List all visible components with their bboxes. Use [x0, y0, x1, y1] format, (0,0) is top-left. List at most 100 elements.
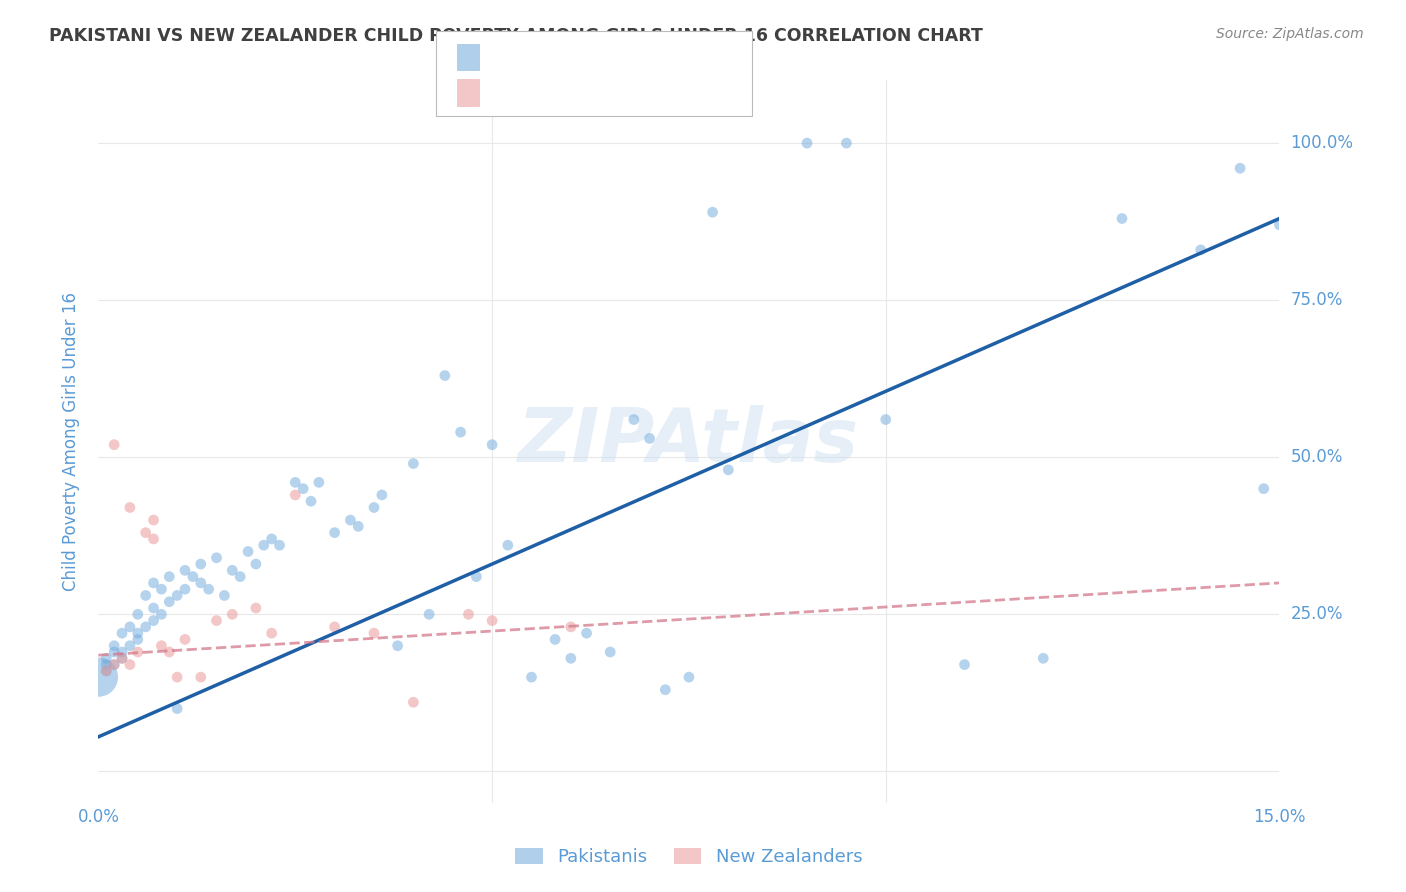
- Point: [299, 494, 322, 508]
- Point: [181, 569, 204, 583]
- Point: [127, 632, 149, 647]
- Point: [323, 620, 346, 634]
- Point: [269, 538, 291, 552]
- Point: [292, 482, 315, 496]
- Point: [599, 645, 621, 659]
- Point: [245, 601, 267, 615]
- Point: [157, 569, 180, 583]
- Point: [135, 525, 157, 540]
- Point: [142, 575, 165, 590]
- Point: [284, 488, 307, 502]
- Text: 0.683: 0.683: [524, 48, 582, 66]
- Point: [953, 657, 976, 672]
- Point: [214, 589, 236, 603]
- Point: [221, 563, 243, 577]
- Text: 26: 26: [621, 84, 647, 102]
- Point: [387, 639, 409, 653]
- Point: [1111, 211, 1133, 226]
- Point: [221, 607, 243, 622]
- Point: [103, 438, 125, 452]
- Point: [157, 595, 180, 609]
- Text: R =: R =: [489, 48, 529, 66]
- Point: [560, 620, 582, 634]
- Point: [496, 538, 519, 552]
- Text: N =: N =: [588, 84, 627, 102]
- Point: [347, 519, 370, 533]
- Point: [457, 607, 479, 622]
- Point: [142, 513, 165, 527]
- Point: [678, 670, 700, 684]
- Point: [363, 626, 385, 640]
- Point: [190, 670, 212, 684]
- Point: [717, 463, 740, 477]
- Text: 0.135: 0.135: [524, 84, 581, 102]
- Point: [103, 645, 125, 659]
- Point: [544, 632, 567, 647]
- Text: 50.0%: 50.0%: [1291, 449, 1343, 467]
- Point: [1268, 218, 1291, 232]
- Point: [157, 645, 180, 659]
- Point: [166, 589, 188, 603]
- Point: [450, 425, 472, 439]
- Point: [481, 614, 503, 628]
- Point: [402, 695, 425, 709]
- Point: [363, 500, 385, 515]
- Point: [103, 639, 125, 653]
- Point: [1189, 243, 1212, 257]
- Point: [118, 639, 141, 653]
- Point: [253, 538, 276, 552]
- Point: [111, 651, 134, 665]
- Point: [371, 488, 394, 502]
- Point: [323, 525, 346, 540]
- Point: [481, 438, 503, 452]
- Text: 75.0%: 75.0%: [1291, 291, 1343, 310]
- Point: [245, 557, 267, 571]
- Point: [1229, 161, 1251, 176]
- Text: 100.0%: 100.0%: [1291, 134, 1354, 153]
- Point: [835, 136, 858, 150]
- Point: [190, 557, 212, 571]
- Point: [1253, 482, 1275, 496]
- Point: [236, 544, 259, 558]
- Point: [127, 626, 149, 640]
- Point: [284, 475, 307, 490]
- Point: [142, 614, 165, 628]
- Point: [638, 431, 661, 445]
- Point: [111, 626, 134, 640]
- Point: [150, 607, 173, 622]
- Point: [205, 614, 228, 628]
- Point: [339, 513, 361, 527]
- Point: [260, 626, 283, 640]
- Point: [103, 657, 125, 672]
- Point: [402, 457, 425, 471]
- Point: [418, 607, 440, 622]
- Point: [623, 412, 645, 426]
- Point: [654, 682, 676, 697]
- Point: [174, 563, 197, 577]
- Text: 25.0%: 25.0%: [1291, 606, 1343, 624]
- Text: R =: R =: [489, 84, 529, 102]
- Point: [127, 607, 149, 622]
- Point: [135, 620, 157, 634]
- Point: [575, 626, 598, 640]
- Point: [87, 670, 110, 684]
- Point: [142, 532, 165, 546]
- Point: [118, 657, 141, 672]
- Point: [96, 664, 118, 678]
- Point: [1032, 651, 1054, 665]
- Point: [150, 582, 173, 597]
- Point: [197, 582, 219, 597]
- Legend: Pakistanis, New Zealanders: Pakistanis, New Zealanders: [509, 840, 869, 873]
- Point: [702, 205, 724, 219]
- Point: [142, 601, 165, 615]
- Point: [127, 645, 149, 659]
- Text: Source: ZipAtlas.com: Source: ZipAtlas.com: [1216, 27, 1364, 41]
- Point: [433, 368, 456, 383]
- Point: [260, 532, 283, 546]
- Point: [96, 657, 118, 672]
- Point: [166, 670, 188, 684]
- Point: [520, 670, 543, 684]
- Point: [174, 632, 197, 647]
- Point: [96, 651, 118, 665]
- Point: [190, 575, 212, 590]
